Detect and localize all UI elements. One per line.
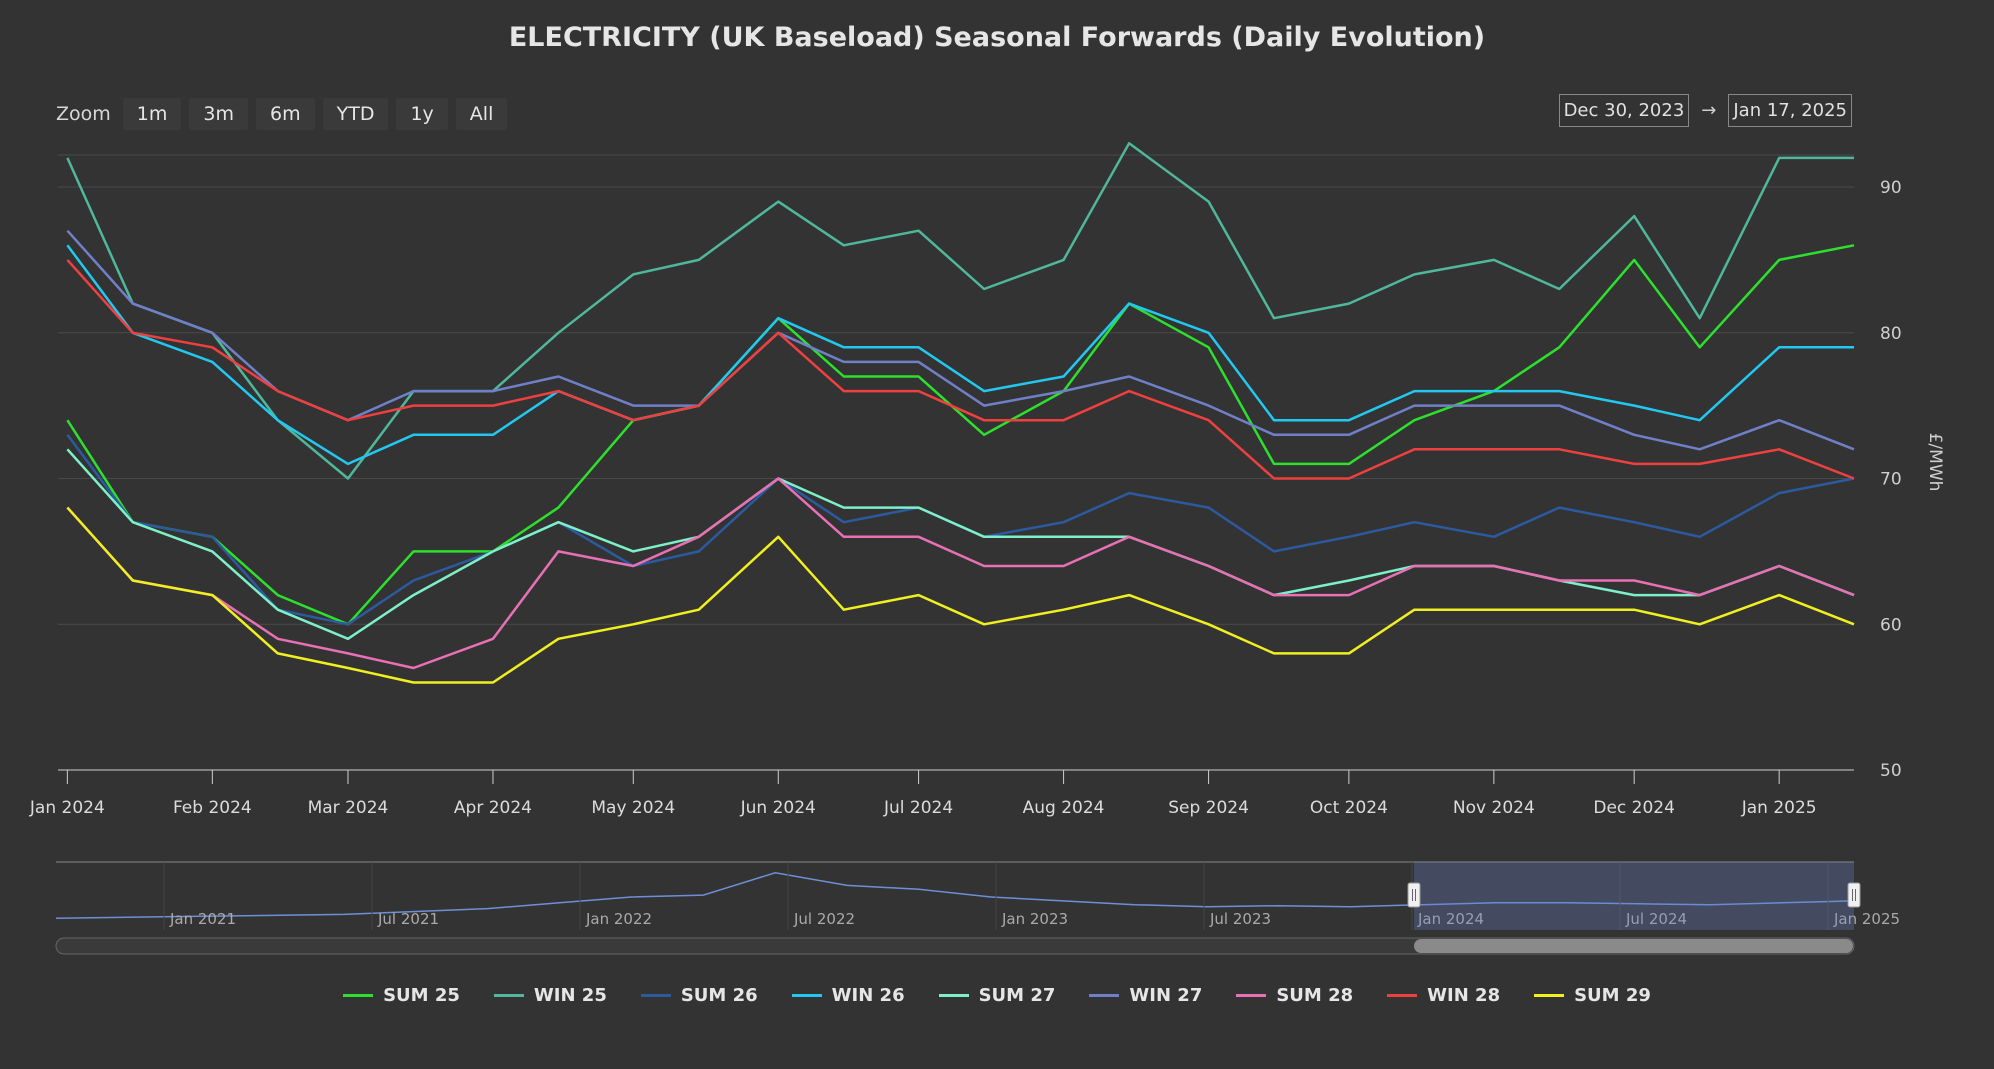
legend-swatch [938,994,969,997]
legend-item[interactable]: SUM 25 [343,985,460,1006]
legend-item[interactable]: WIN 25 [493,985,607,1006]
x-tick-label: Feb 2024 [173,798,252,818]
navigator[interactable]: Jan 2021 Jul 2021 Jan 2022 Jul 2022 Jan 2023… [55,861,1900,955]
x-tick-label: Jan 2025 [1741,798,1817,818]
legend-label: SUM 26 [680,985,758,1006]
legend-swatch [1387,994,1418,997]
legend-label: WIN 28 [1427,985,1501,1006]
navigator-selection-mask[interactable] [1414,862,1854,930]
navigator-handle-left[interactable] [1407,882,1421,908]
x-tick-label: Dec 2024 [1593,798,1675,818]
navigator-label: Jan 2025 [1833,910,1900,928]
series-line-win-25[interactable] [66,142,1854,480]
zoom-label: Zoom [56,103,111,125]
zoom-1y-button[interactable]: 1y [396,98,448,130]
y-tick-label: 50 [1880,761,1902,781]
y-tick-label: 90 [1880,178,1902,198]
x-tick-label: Jul 2024 [883,798,953,818]
legend-label: SUM 25 [383,985,460,1006]
x-tick-label: Nov 2024 [1453,798,1535,818]
zoom-3m-button[interactable]: 3m [189,98,248,130]
scrollbar-track[interactable] [55,937,1855,955]
legend-item[interactable]: SUM 29 [1534,985,1651,1006]
date-range-selector: Dec 30, 2023 → Jan 17, 2025 [1558,94,1852,127]
legend-item[interactable]: SUM 28 [1236,985,1353,1006]
legend-label: SUM 28 [1276,985,1354,1006]
zoom-controls: Zoom 1m 3m 6m YTD 1y All [56,96,508,132]
legend-label: SUM 27 [978,985,1056,1006]
x-tick-label: May 2024 [591,798,675,818]
y-tick-label: 60 [1880,615,1902,635]
scrollbar-thumb[interactable] [1414,939,1853,953]
zoom-1m-button[interactable]: 1m [122,98,182,130]
series-layer [66,142,1855,684]
chart-title: ELECTRICITY (UK Baseload) Seasonal Forwa… [508,22,1486,53]
series-line-win-26[interactable] [66,244,1854,466]
series-line-win-27[interactable] [66,229,1855,451]
y-tick-label: 70 [1880,470,1902,490]
y-tick-label: 80 [1880,324,1902,344]
legend-swatch [1089,994,1120,997]
x-tick-label: Jan 2024 [29,798,105,818]
zoom-ytd-button[interactable]: YTD [322,98,389,130]
navigator-label: Jul 2023 [1209,910,1271,928]
range-arrow: → [1701,100,1717,121]
navigator-label: Jan 2024 [1417,910,1484,928]
x-tick-label: Mar 2024 [308,798,389,818]
legend-swatch [343,994,374,997]
legend-swatch [791,994,822,997]
series-line-sum-26[interactable] [66,434,1855,626]
range-to-input[interactable]: Jan 17, 2025 [1728,94,1852,127]
x-tick-label: Sep 2024 [1168,798,1249,818]
navigator-series [55,872,1855,920]
axis-layer: 50 60 70 80 90 Jan 2024 Feb 2024 Mar 2024 Apr 20… [29,178,1902,818]
legend-label: SUM 29 [1574,985,1651,1006]
legend-swatch [493,994,524,997]
legend-item[interactable]: SUM 27 [938,985,1056,1006]
x-tick-label: Jun 2024 [740,798,816,818]
series-line-win-28[interactable] [66,259,1855,480]
legend-label: WIN 27 [1129,985,1203,1006]
legend: SUM 25 WIN 25 SUM 26 WIN 26 SUM 27 WIN 27 SUM … [0,985,1994,1006]
navigator-label: Jul 2024 [1625,910,1687,928]
series-line-sum-25[interactable] [66,244,1855,626]
legend-item[interactable]: WIN 27 [1089,985,1202,1006]
zoom-all-button[interactable]: All [455,98,508,130]
series-line-sum-29[interactable] [66,506,1855,684]
navigator-handle-right[interactable] [1847,882,1861,908]
legend-swatch [1534,994,1565,997]
navigator-label: Jan 2021 [169,910,236,928]
navigator-label: Jul 2021 [377,910,439,928]
zoom-6m-button[interactable]: 6m [256,98,315,130]
range-from-input[interactable]: Dec 30, 2023 [1558,94,1690,127]
navigator-label: Jan 2022 [585,910,652,928]
series-line-sum-28[interactable] [66,477,1855,670]
legend-item[interactable]: WIN 28 [1387,985,1500,1006]
legend-label: WIN 26 [831,985,905,1006]
legend-label: WIN 25 [533,985,607,1006]
x-tick-label: Apr 2024 [454,798,532,818]
navigator-label: Jul 2022 [793,910,855,928]
legend-swatch [1236,994,1267,997]
navigator-label: Jan 2023 [1001,910,1068,928]
legend-item[interactable]: WIN 26 [791,985,905,1006]
x-tick-label: Oct 2024 [1310,798,1388,818]
legend-swatch [640,994,671,997]
x-tick-label: Aug 2024 [1023,798,1105,818]
legend-item[interactable]: SUM 26 [640,985,758,1006]
y-axis-label: £/MWh [1925,433,1945,492]
